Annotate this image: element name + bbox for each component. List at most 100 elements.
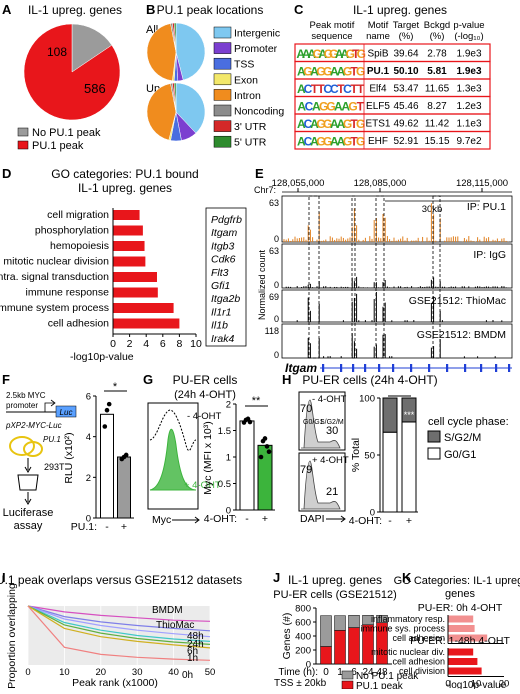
y-tick-label: 1.5 [218, 426, 231, 437]
category-label: cell adhesion [392, 657, 445, 667]
bar [117, 456, 131, 519]
logo-letter: G [316, 65, 325, 79]
plasmid-icon [23, 441, 43, 457]
legend-swatch [341, 680, 354, 690]
category-label: cell migration [47, 209, 109, 221]
logo-letter: C [305, 100, 314, 114]
legend-swatch [213, 73, 232, 86]
logo-letter: A [297, 135, 306, 149]
flow-histogram: - 4-OHT + 4-OHT Myc [147, 402, 222, 526]
table-cell: 52.91 [393, 136, 418, 147]
plasmid-label: pXP2-MYC-Luc [5, 421, 62, 430]
legend-label: Intergenic [234, 28, 280, 40]
series-line [27, 605, 211, 632]
panel-title: GO categories: PU.1 bound [51, 167, 198, 181]
group-label: PU-ER: 1-48h 4-OHT [410, 635, 510, 647]
logo-letter: A [330, 65, 339, 79]
panel-i: I PU.1 peak overlaps versus GSE21512 dat… [0, 570, 242, 689]
gate-value: 79 [300, 464, 312, 476]
logo-letter: A [337, 117, 346, 131]
logo-letter: C [304, 135, 313, 149]
motif-table: Peak motifsequenceMotifnameTarget(%)Bckg… [294, 20, 491, 150]
y-tick-label: 0.5 [218, 479, 231, 490]
gene-name: Flt3 [211, 267, 229, 279]
bar-chart: cell migration phosphorylation hemopoiesis… [0, 208, 202, 363]
y-tick-label: 4 [86, 432, 91, 443]
pu1-label: PU.1 [43, 435, 61, 444]
series-line [27, 605, 211, 661]
logo-letter: A [340, 47, 349, 61]
x-tick-label: 4 [143, 338, 149, 350]
x-tick-label: 20 [96, 667, 107, 678]
table-cell: 11.42 [425, 119, 450, 130]
logo-letter: A [297, 65, 306, 79]
category-label: hemopoiesis [50, 240, 109, 252]
logo-letter: A [330, 135, 339, 149]
legend-swatch [213, 135, 232, 148]
track-min: 0 [274, 350, 279, 360]
gate-value: 30 [326, 425, 338, 437]
table-cell: SpiB [367, 49, 388, 60]
logo-letter: G [343, 65, 352, 79]
logo-letter: A [310, 135, 319, 149]
bar [113, 272, 157, 282]
pie-slice [71, 23, 113, 73]
pie-slice [175, 82, 206, 134]
exon-block [322, 364, 325, 372]
track-label: GSE21512: BMDM [417, 329, 506, 341]
x-tick-label: 0 [445, 679, 450, 690]
logo-letter: G [356, 135, 365, 149]
x-tick-label: 10 [59, 667, 70, 678]
category-label: cell division [399, 666, 445, 676]
table-cell: 1.1e3 [456, 119, 481, 130]
arrow-head-icon [24, 498, 32, 505]
table-cell: 39.64 [393, 49, 418, 60]
coord-label: 128,085,000 [354, 178, 407, 189]
legend-label: G0/G1 [444, 449, 476, 461]
logo-letter: A [337, 65, 346, 79]
histogram-frame [298, 391, 346, 451]
category-label: cell adhesion [48, 318, 109, 330]
luc-label: Luc [60, 408, 73, 417]
track-label: GSE21512: ThioMac [409, 295, 506, 307]
data-point [104, 407, 110, 413]
construct-label: 2.5kb MYC [6, 391, 46, 400]
y-tick-label: 50 [364, 451, 375, 462]
dna-histogram [301, 460, 341, 510]
table-cell: 49.62 [393, 119, 418, 130]
panel-letter: E [255, 166, 264, 181]
legend-swatch-no-peak [17, 127, 29, 137]
logo-letter: A [296, 47, 305, 61]
table-cell: 53.47 [393, 84, 418, 95]
panel-letter: H [282, 372, 291, 387]
track-frame [281, 289, 513, 323]
data-point [123, 452, 129, 458]
legend-label: 5' UTR [234, 137, 267, 149]
bar-no-peak [334, 615, 346, 631]
bar [448, 648, 474, 656]
x-tick-label: 8 [176, 338, 182, 350]
logo-letter: G [343, 135, 352, 149]
track-min: 0 [274, 234, 279, 244]
x-tick-label: - [388, 515, 392, 527]
series-label: + 4-OHT [184, 480, 221, 491]
column-header: (-log₁₀) [454, 31, 483, 42]
table-cell: 9.7e2 [456, 136, 481, 147]
y-tick-label: 400 [295, 632, 311, 643]
logo-letter: C [330, 82, 339, 96]
track-min: 0 [274, 314, 279, 324]
y-axis-label: Normalized count [257, 249, 267, 320]
legend-swatch [427, 447, 441, 460]
exon-block [495, 364, 498, 372]
series-label: 24h [187, 639, 204, 650]
gene-name: Gfi1 [211, 280, 230, 292]
column-header: p-value [453, 20, 484, 31]
y-tick-label: 600 [295, 618, 311, 629]
series-label: BMDM [152, 605, 183, 616]
gene-name: Il1r1 [211, 306, 231, 318]
table-cell: ELF5 [366, 101, 390, 112]
genome-tracks: Chr7:128,055,000 128,085,000 128,115,000 30… [254, 178, 513, 375]
histogram-frame [298, 452, 346, 512]
